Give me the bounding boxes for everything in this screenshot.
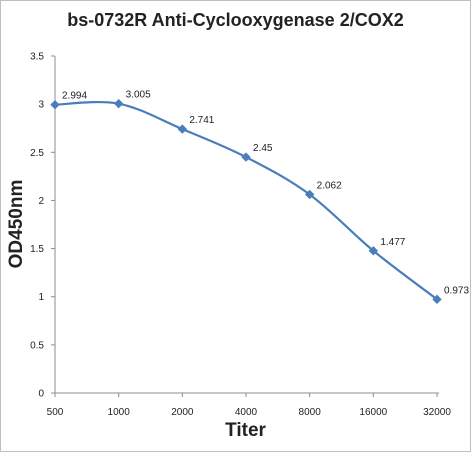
x-tick-label: 1000: [108, 407, 131, 418]
y-tick-label: 1: [38, 292, 44, 303]
data-point-marker: [304, 189, 315, 200]
x-tick-label: 500: [47, 407, 64, 418]
data-label: 3.005: [126, 90, 151, 101]
x-tick-label: 2000: [171, 407, 194, 418]
data-label: 1.477: [380, 237, 405, 248]
chart-title: bs-0732R Anti-Cyclooxygenase 2/COX2: [67, 10, 404, 30]
data-label: 0.973: [444, 285, 469, 296]
data-point-marker: [368, 246, 379, 256]
series-line: [54, 100, 438, 301]
y-tick-label: 0.5: [30, 340, 44, 351]
data-point-marker: [432, 294, 442, 305]
x-tick-label: 8000: [299, 407, 322, 418]
y-tick-label: 1.5: [30, 244, 44, 255]
data-point-marker: [177, 124, 188, 134]
data-label: 2.741: [189, 115, 214, 126]
x-tick-label: 4000: [235, 407, 258, 418]
y-tick-label: 2.5: [30, 148, 44, 159]
x-axis-label: Titer: [225, 420, 266, 441]
y-tick-label: 3: [38, 100, 44, 111]
data-point-marker: [50, 100, 60, 110]
data-point-marker: [113, 98, 124, 109]
data-label: 2.45: [253, 143, 273, 154]
data-label: 2.062: [317, 180, 342, 191]
x-tick-label: 16000: [359, 407, 387, 418]
y-tick-label: 0: [38, 389, 44, 400]
data-label: 2.994: [62, 91, 87, 102]
y-tick-label: 2: [38, 196, 44, 207]
data-point-marker: [241, 152, 251, 162]
y-tick-label: 3.5: [30, 52, 44, 63]
x-tick-label: 32000: [423, 407, 451, 418]
